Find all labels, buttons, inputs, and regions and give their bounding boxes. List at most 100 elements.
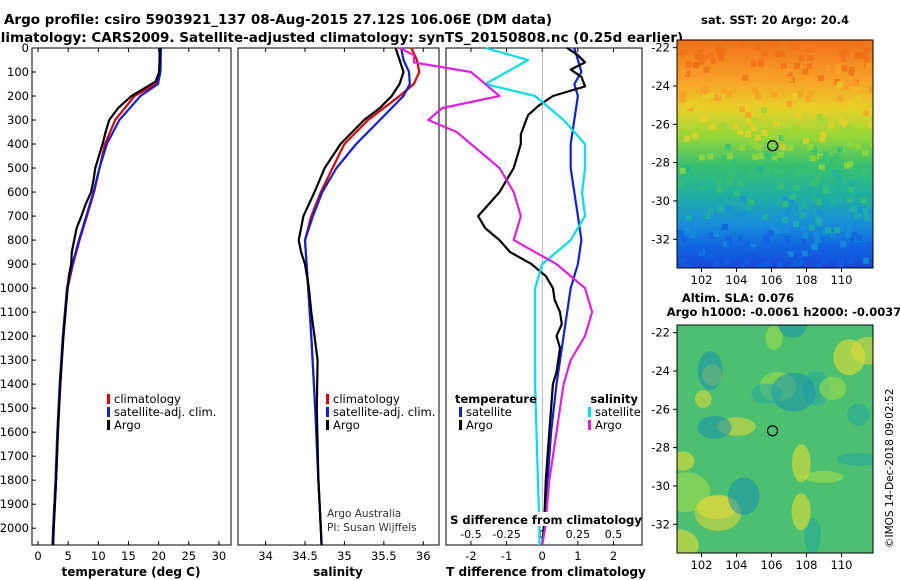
salinity-x-axis: 34 34.5 35 35.5 36 [258,48,431,563]
sst-pixel [782,200,789,207]
sst-pixel [752,87,759,93]
sst-pixel [815,199,822,206]
s-difference-axis: -0.5 -0.25 0 0.25 0.5 [460,528,622,541]
depth-tick-label: 800 [7,233,29,247]
sst-pixel [850,232,857,239]
sla-blob [677,451,695,471]
sst-pixel [839,49,846,56]
map-y-tick-label: -24 [651,364,670,378]
sst-pixel [725,205,732,212]
difference-panel: -2 -1 0 1 2 -0.5 -0.25 0 0.25 0.5 T difference f… [399,46,646,579]
sst-pixel [679,130,686,137]
sst-pixel [688,244,695,251]
sla-blob [819,376,847,400]
sst-pixel [680,69,687,76]
sst-pixel [807,55,814,62]
sst-pixel [821,257,828,264]
sst-pixel [806,63,813,70]
sst-pixel [786,100,793,107]
sst-pixel [792,92,799,99]
temperature-axis-label: temperature (deg C) [62,565,201,579]
sst-pixel [780,63,787,69]
sla-map-panel: Altim. SLA: 0.076 Argo h1000: -0.0061 h2… [651,291,900,572]
legend-t-argo-swatch [459,420,462,430]
sst-pixel [757,58,764,65]
credit-pi: PI: Susan Wijffels [327,522,417,534]
sst-pixel [717,52,724,59]
sst-pixel [768,40,775,47]
depth-tick-label: 1900 [0,497,29,511]
depth-tick-label: 300 [7,113,29,127]
sst-map-axes: 102 104 106 108 110 -22 -24 -26 -28 -30 -32 [651,41,852,287]
depth-tick-label: 1500 [0,401,29,415]
sst-pixel [856,247,863,254]
sst-pixel [793,42,800,49]
sst-pixel [793,71,800,78]
map-y-tick-label: -32 [651,232,670,246]
sst-pixel [836,81,843,88]
depth-tick-label: 0 [22,41,29,55]
sst-pixel [752,141,759,148]
sst-pixel [844,83,851,90]
sst-pixel [738,40,745,47]
sst-pixel [777,77,784,84]
sst-pixel [755,93,762,100]
legend-climatology-label: climatology [114,392,181,406]
sst-pixel [841,65,848,72]
sla-blob [771,372,816,412]
sst-pixel [849,66,855,73]
sla-map-blobs [677,325,873,553]
sst-pixel [846,125,853,132]
sst-pixel [856,206,863,213]
map-y-tick-label: -30 [651,194,670,208]
x-tick-label: 36 [416,549,431,563]
sst-pixel [737,129,744,135]
sst-pixel [830,231,836,238]
sst-pixel [834,227,841,234]
sst-pixel [840,241,847,248]
sst-pixel [851,76,858,83]
sst-pixel [819,156,826,163]
sst-pixel [682,108,689,115]
sst-pixel [800,169,807,176]
sst-argo-location-marker [766,140,779,152]
legend-argo-label: Argo [114,418,141,432]
profile-line-argo [297,47,405,546]
sst-pixel [815,220,822,227]
sst-pixel [812,179,819,186]
sst-pixel [694,53,701,60]
sst-pixel [786,72,793,79]
sst-pixel [832,198,839,204]
sst-pixel [807,144,814,151]
sst-pixel [741,129,748,136]
sst-pixel [708,92,715,99]
sst-pixel [750,125,757,132]
map-x-tick-label: 108 [796,558,818,572]
sst-pixel [787,40,794,47]
sst-pixel [841,102,848,109]
sst-pixel [746,204,753,211]
sst-pixel [738,264,745,268]
sst-map-frame [676,39,874,269]
sst-pixel [724,130,731,136]
sst-pixel [861,53,868,60]
sst-pixel [794,62,801,69]
sst-pixel [745,112,752,118]
sst-pixel [728,172,735,179]
sst-pixel [809,180,815,187]
sst-pixel [716,204,723,211]
s-difference-tick-label: 0.5 [605,528,623,541]
sst-pixel [840,55,847,62]
difference-legend: temperature satellite Argo salinity sate… [455,392,641,432]
temperature-legend: climatology satellite-adj. clim. Argo [107,392,216,432]
s-difference-tick-label: 0 [539,528,546,541]
legend-satellite-swatch [326,407,329,417]
map-y-tick-label: -24 [651,79,670,93]
sst-pixel [677,180,684,187]
sst-pixel [790,260,797,267]
sst-pixel [719,122,726,129]
legend-s-argo-swatch [588,420,591,430]
sst-pixel [847,258,854,265]
sst-pixel [724,144,731,150]
sst-pixel [749,171,756,178]
